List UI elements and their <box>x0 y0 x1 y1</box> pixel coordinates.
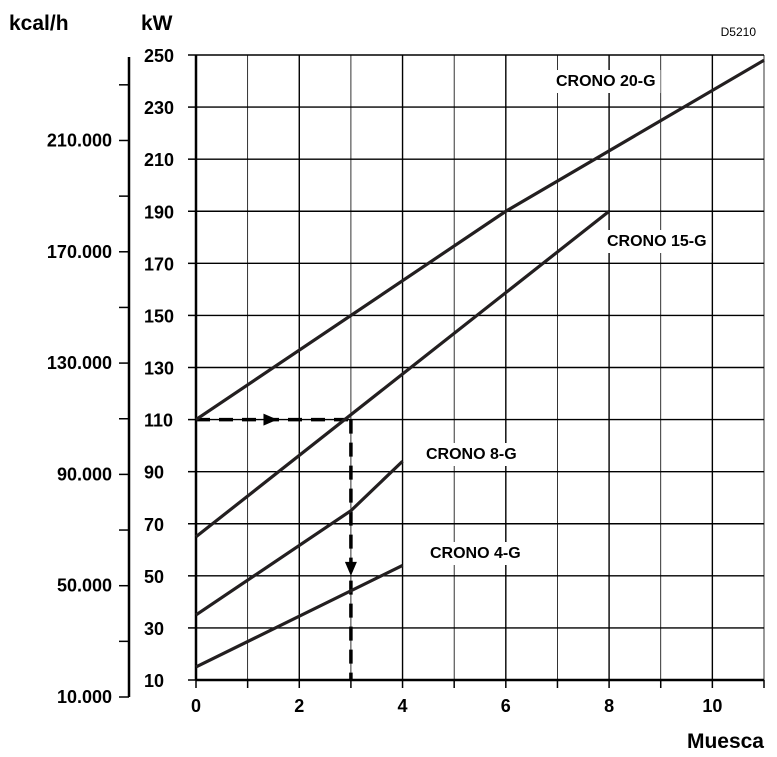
kw-tick-label: 10 <box>144 671 164 691</box>
kcal-tick-label: 90.000 <box>57 464 112 484</box>
kw-tick-label: 70 <box>144 515 164 535</box>
series-labels: CRONO 20-G CRONO 15-G CRONO 8-G CRONO 4-G <box>421 70 712 565</box>
reading-annotation <box>196 413 357 680</box>
kw-tick-label: 170 <box>144 254 174 274</box>
kcal-tick-label: 170.000 <box>47 242 112 262</box>
series-label-bg <box>602 230 712 253</box>
series-line <box>195 58 765 421</box>
x-tick-label: 8 <box>604 696 614 716</box>
x-tick-label: 10 <box>702 696 722 716</box>
tick-marks <box>119 54 765 698</box>
x-axis-label: Muesca <box>687 730 764 753</box>
figure-code: D5210 <box>721 25 757 39</box>
x-tick-label: 4 <box>398 696 408 716</box>
series-lines <box>195 58 765 669</box>
kw-tick-label: 130 <box>144 359 174 379</box>
kw-tick-label: 190 <box>144 202 174 222</box>
series-label-bg <box>425 542 526 565</box>
arrow-right-icon <box>263 413 278 426</box>
axes <box>127 55 764 697</box>
series-line <box>195 460 404 617</box>
grid <box>196 54 765 680</box>
x-tick-label: 2 <box>294 696 304 716</box>
series-label-bg <box>421 443 522 466</box>
x-tick-label: 0 <box>191 696 201 716</box>
x-tick-label: 6 <box>501 696 511 716</box>
kw-tick-label: 150 <box>144 306 174 326</box>
arrow-down-icon <box>344 561 357 576</box>
series-label-bg <box>551 70 661 93</box>
kw-tick-label: 250 <box>144 46 174 66</box>
tick-labels: 0 2 4 6 8 10 10 30 50 70 90 110 130 150 170 190 210 230 25… <box>47 46 722 716</box>
series-label: CRONO 20-G <box>556 73 656 90</box>
series-label: CRONO 8-G <box>426 446 517 463</box>
series-label: CRONO 15-G <box>607 233 707 250</box>
kw-tick-label: 30 <box>144 619 164 639</box>
kcal-tick-label: 50.000 <box>57 576 112 596</box>
series-line <box>195 209 611 539</box>
kcal-tick-label: 10.000 <box>57 687 112 707</box>
kcal-axis-label: kcal/h <box>9 12 69 35</box>
kw-tick-label: 90 <box>144 463 164 483</box>
kw-tick-label: 50 <box>144 567 164 587</box>
series-label: CRONO 4-G <box>430 545 521 562</box>
kw-tick-label: 230 <box>144 98 174 118</box>
kcal-tick-label: 210.000 <box>47 130 112 150</box>
kcal-tick-label: 130.000 <box>47 353 112 373</box>
series-line <box>195 563 404 669</box>
kw-axis-label: kW <box>141 12 173 35</box>
kw-tick-label: 210 <box>144 150 174 170</box>
kw-tick-label: 110 <box>144 411 173 431</box>
